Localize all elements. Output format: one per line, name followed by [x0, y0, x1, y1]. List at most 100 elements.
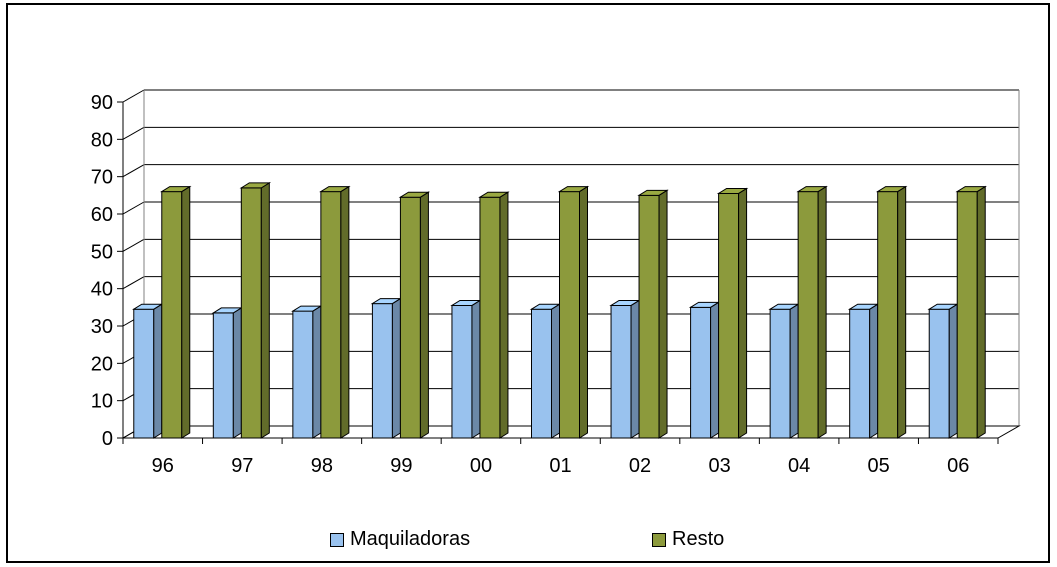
bar-side: [181, 185, 191, 439]
bar-side: [499, 191, 509, 439]
bar-side: [976, 185, 986, 439]
bar-front: [690, 306, 712, 439]
bar-front: [797, 191, 819, 439]
bar-front: [531, 308, 552, 439]
bar-front: [371, 303, 393, 439]
y-tick-label: 10: [91, 391, 113, 413]
bar-resto: [875, 185, 908, 439]
bar-side: [579, 185, 588, 439]
bar-front: [610, 304, 632, 439]
bar-front: [956, 191, 978, 439]
bar-maquiladoras: [291, 305, 323, 439]
bar-top: [319, 186, 351, 193]
bar-resto: [637, 189, 669, 439]
x-tick-label: 98: [311, 455, 333, 477]
bar-top: [160, 186, 192, 193]
bar-resto: [955, 185, 987, 439]
y-tick-labels: 0 10 20 30 40 50 60 70 80 90: [91, 92, 113, 450]
legend-item-resto: Resto: [652, 528, 724, 551]
bar-maquiladoras: [529, 303, 562, 439]
legend-label-maquiladoras: Maquiladoras: [350, 528, 471, 550]
gridline-join: [122, 276, 145, 290]
y-tick-label: 0: [102, 428, 113, 450]
bar-top: [557, 186, 590, 193]
x-tick-labels: 96 97 98 99 00 01 02 03 04 05 06: [152, 455, 970, 477]
bar-side: [658, 189, 668, 439]
bar-front: [320, 191, 342, 439]
bar-front: [638, 194, 660, 439]
bar-resto: [398, 191, 431, 439]
legend-label-resto: Resto: [672, 528, 725, 550]
y-tick-label: 20: [91, 353, 113, 375]
bar-side: [232, 307, 242, 439]
bar-maquiladoras: [370, 297, 403, 439]
y-tick-label: 70: [91, 167, 113, 189]
bar-side: [630, 299, 640, 439]
bar-maquiladoras: [132, 303, 164, 439]
bar-side: [419, 191, 429, 439]
x-tick-label: 02: [629, 455, 651, 477]
bar-side: [153, 303, 163, 439]
bar-resto: [478, 191, 510, 439]
bar-side: [471, 299, 481, 439]
bar-maquiladoras: [609, 299, 641, 439]
bar-front: [928, 308, 950, 439]
bar-resto: [160, 185, 192, 439]
bar-maquiladoras: [768, 303, 800, 439]
x-tick-label: 04: [788, 455, 810, 477]
x-tick-label: 05: [868, 455, 890, 477]
gridline-join: [122, 126, 145, 140]
bar-top: [239, 182, 272, 189]
bar-top: [478, 191, 510, 198]
bar-front: [559, 191, 580, 439]
legend-item-maquiladoras: Maquiladoras: [330, 528, 470, 551]
bar-resto: [239, 181, 272, 439]
y-tick-label: 80: [91, 129, 113, 151]
bar-side: [738, 187, 748, 439]
bar-side: [948, 303, 958, 439]
bar-resto: [796, 185, 828, 439]
x-tick-label: 96: [152, 455, 174, 477]
bar-side: [869, 303, 879, 439]
bar-maquiladoras: [688, 301, 721, 439]
bar-top: [955, 186, 987, 193]
bar-front: [133, 308, 155, 439]
bar-maquiladoras: [450, 299, 482, 439]
bar-maquiladoras: [211, 307, 244, 439]
y-tick-label: 30: [91, 316, 113, 338]
x-tick-label: 97: [231, 455, 253, 477]
bar-front: [718, 192, 740, 439]
y-tick-label: 50: [91, 241, 113, 263]
gridline-join: [122, 89, 145, 103]
bar-top: [875, 186, 908, 193]
bar-front: [877, 191, 899, 439]
bar-top: [796, 186, 828, 193]
x-tick-label: 06: [947, 455, 969, 477]
bar-front: [212, 312, 234, 439]
gridline-join: [122, 164, 145, 178]
bar-side: [817, 185, 827, 439]
bars: [132, 181, 987, 439]
bar-front: [849, 308, 871, 439]
bar-resto: [716, 187, 749, 439]
bar-side: [710, 301, 720, 439]
bar-front: [479, 196, 501, 439]
bar-maquiladoras: [927, 303, 959, 439]
bar-side: [391, 297, 401, 439]
bar-front: [292, 310, 314, 439]
x-tick-label: 99: [390, 455, 412, 477]
legend-swatch-resto: [652, 532, 666, 547]
gridline-join: [122, 238, 145, 252]
bar-resto: [319, 185, 351, 439]
bar-side: [260, 181, 270, 439]
bar-side: [551, 303, 560, 439]
bar-front: [769, 308, 791, 439]
bar-side: [897, 185, 907, 439]
bar-front: [399, 196, 421, 439]
legend-swatch-maquiladoras: [330, 532, 344, 547]
bar-front: [451, 304, 473, 439]
bar-side: [789, 303, 799, 439]
bar-front: [240, 187, 262, 439]
gridline-join: [122, 201, 145, 215]
